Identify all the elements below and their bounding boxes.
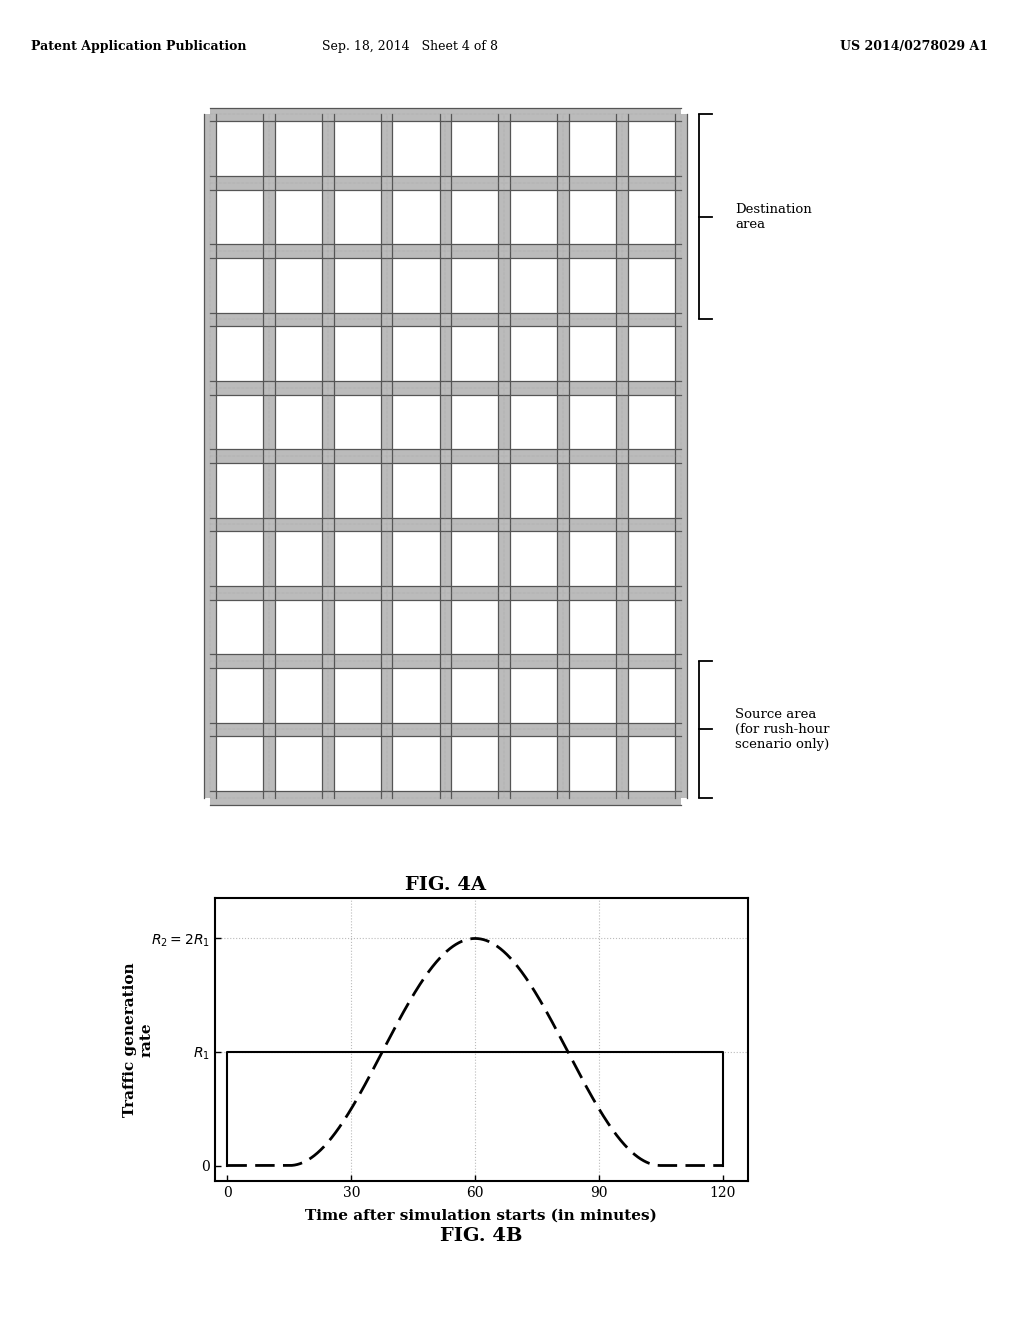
Bar [210, 791, 681, 804]
Bar [210, 517, 681, 531]
Bar [210, 115, 681, 797]
Text: Destination
area: Destination area [735, 203, 812, 231]
Bar [381, 115, 392, 797]
Text: Patent Application Publication: Patent Application Publication [31, 40, 246, 53]
Bar [557, 115, 569, 797]
Bar [322, 115, 334, 797]
Text: Sep. 18, 2014   Sheet 4 of 8: Sep. 18, 2014 Sheet 4 of 8 [322, 40, 498, 53]
X-axis label: Time after simulation starts (in minutes): Time after simulation starts (in minutes… [305, 1209, 657, 1222]
Bar [675, 115, 687, 797]
Bar [204, 115, 216, 797]
Bar [499, 115, 510, 797]
Bar [210, 655, 681, 668]
Bar [210, 107, 681, 121]
Text: Source area
(for rush-hour
scenario only): Source area (for rush-hour scenario only… [735, 708, 829, 751]
Bar [210, 313, 681, 326]
Text: FIG. 4A: FIG. 4A [404, 876, 486, 894]
Bar [210, 176, 681, 190]
Bar [210, 381, 681, 395]
Bar [439, 115, 452, 797]
Text: FIG. 4B: FIG. 4B [440, 1226, 522, 1245]
Bar [616, 115, 628, 797]
Bar [210, 586, 681, 599]
Bar [263, 115, 274, 797]
Text: Traffic generation
rate: Traffic generation rate [123, 962, 154, 1117]
Text: US 2014/0278029 A1: US 2014/0278029 A1 [840, 40, 988, 53]
Bar [210, 244, 681, 257]
Bar [210, 722, 681, 737]
Bar [210, 449, 681, 463]
